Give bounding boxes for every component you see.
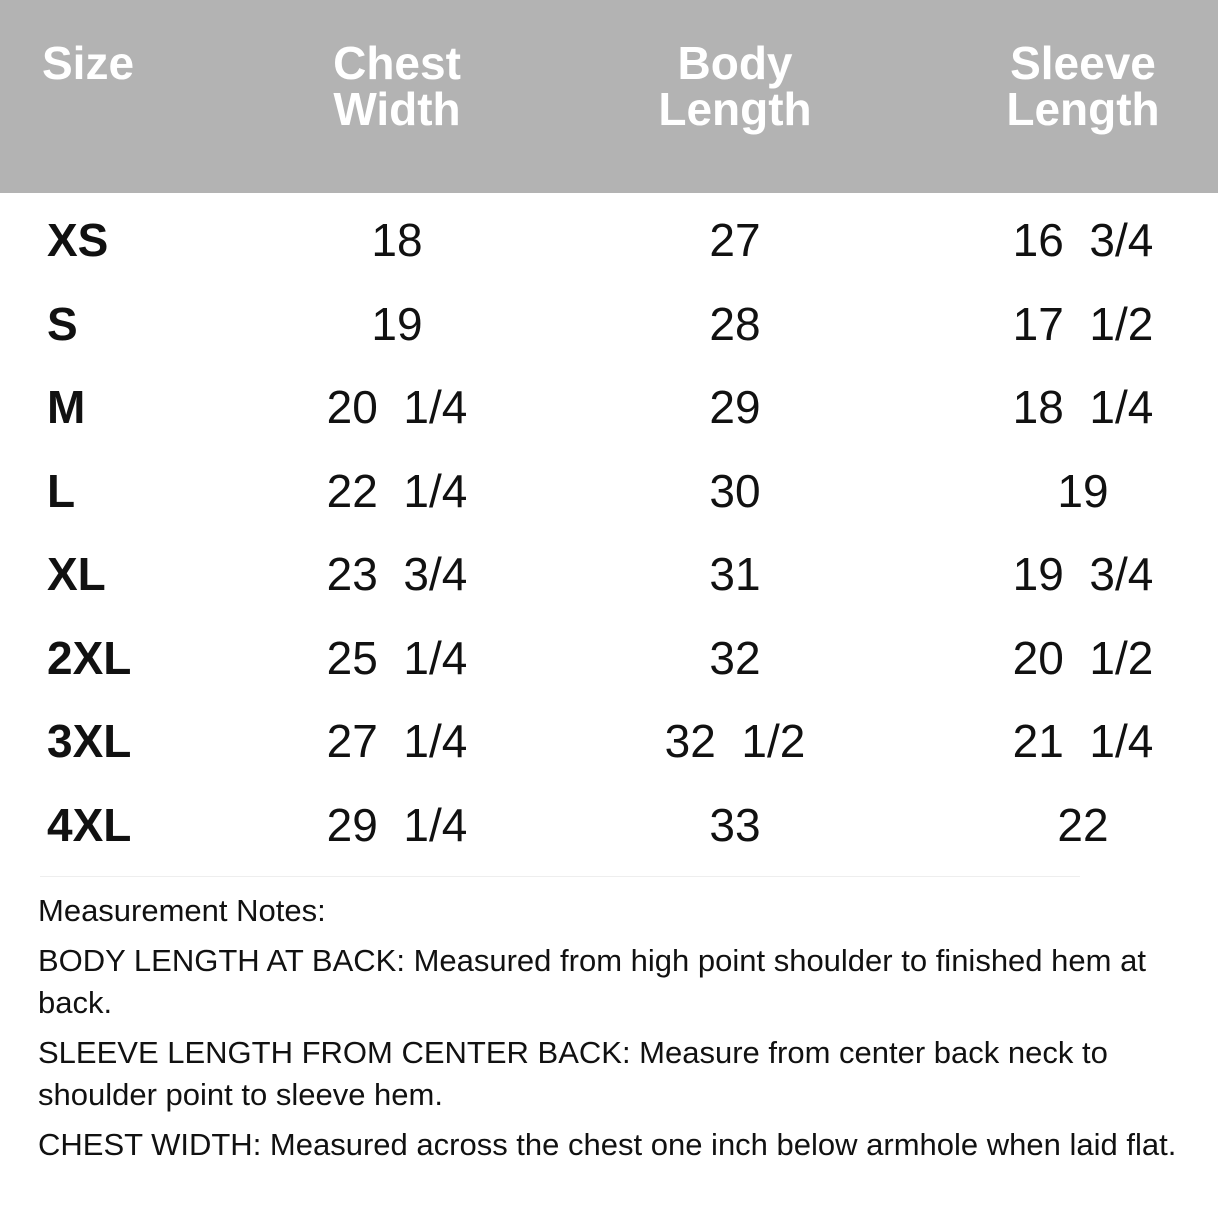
cell-size: XL (47, 548, 106, 600)
note-label: CHEST WIDTH: (38, 1127, 262, 1162)
table-row: M 20 1/4 29 18 1/4 (0, 365, 1218, 449)
table-row: XS 18 27 16 3/4 (0, 198, 1218, 282)
cell-sleeve-length: 19 3/4 (1012, 548, 1154, 600)
cell-sleeve-length: 18 1/4 (1012, 381, 1154, 433)
note-label: BODY LENGTH AT BACK: (38, 943, 405, 978)
note-body-length: BODY LENGTH AT BACK: Measured from high … (38, 940, 1198, 1024)
header-body-length: Body Length (658, 37, 812, 135)
cell-size: 4XL (47, 798, 132, 851)
note-label: SLEEVE LENGTH FROM CENTER BACK: (38, 1035, 631, 1070)
notes-title: Measurement Notes: (38, 893, 326, 928)
table-row: S 19 28 17 1/2 (0, 282, 1218, 366)
table-row: 3XL 27 1/4 32 1/2 21 1/4 (0, 699, 1218, 783)
note-text: Measured from high point shoulder to fin… (38, 943, 1146, 1020)
cell-body-length: 30 (709, 464, 761, 517)
cell-body-length: 32 1/2 (664, 715, 806, 767)
divider (40, 876, 1080, 877)
measurement-notes: Measurement Notes: BODY LENGTH AT BACK: … (38, 890, 1198, 1174)
cell-chest-width: 25 1/4 (326, 631, 468, 684)
cell-sleeve-length: 19 (1057, 464, 1109, 517)
cell-body-length: 28 (709, 297, 761, 350)
header-chest-width: Chest Width (333, 37, 461, 135)
cell-body-length: 29 (709, 381, 761, 433)
cell-sleeve-length: 20 1/2 (1012, 631, 1154, 684)
cell-sleeve-length: 21 1/4 (1012, 715, 1154, 767)
cell-sleeve-length: 17 1/2 (1012, 297, 1154, 350)
table-header: Size Chest Width Body Length Sleeve Leng… (0, 0, 1218, 193)
cell-size: L (47, 464, 76, 517)
header-sleeve-length: Sleeve Length (1006, 37, 1160, 135)
cell-sleeve-length: 22 (1057, 798, 1109, 851)
cell-chest-width: 18 (371, 214, 423, 266)
cell-size: 3XL (47, 715, 132, 767)
cell-body-length: 27 (709, 214, 761, 266)
cell-body-length: 31 (709, 548, 761, 600)
note-sleeve-length: SLEEVE LENGTH FROM CENTER BACK: Measure … (38, 1032, 1198, 1116)
cell-body-length: 33 (709, 798, 761, 851)
cell-size: 2XL (47, 631, 132, 684)
table-row: XL 23 3/4 31 19 3/4 (0, 532, 1218, 616)
cell-chest-width: 19 (371, 297, 423, 350)
header-size: Size (42, 37, 135, 89)
cell-size: M (47, 381, 86, 433)
cell-size: XS (47, 214, 109, 266)
table-row: 2XL 25 1/4 32 20 1/2 (0, 616, 1218, 700)
table-row: L 22 1/4 30 19 (0, 449, 1218, 533)
cell-chest-width: 27 1/4 (326, 715, 468, 767)
table-row: 4XL 29 1/4 33 22 (0, 783, 1218, 867)
note-chest-width: CHEST WIDTH: Measured across the chest o… (38, 1124, 1198, 1166)
cell-chest-width: 20 1/4 (326, 381, 468, 433)
cell-body-length: 32 (709, 631, 761, 684)
cell-chest-width: 29 1/4 (326, 798, 468, 851)
cell-chest-width: 22 1/4 (326, 464, 468, 517)
cell-sleeve-length: 16 3/4 (1012, 214, 1154, 266)
note-text: Measure from center back neck to shoulde… (38, 1035, 1108, 1112)
cell-chest-width: 23 3/4 (326, 548, 468, 600)
cell-size: S (47, 297, 78, 350)
note-text: Measured across the chest one inch below… (261, 1127, 1177, 1162)
